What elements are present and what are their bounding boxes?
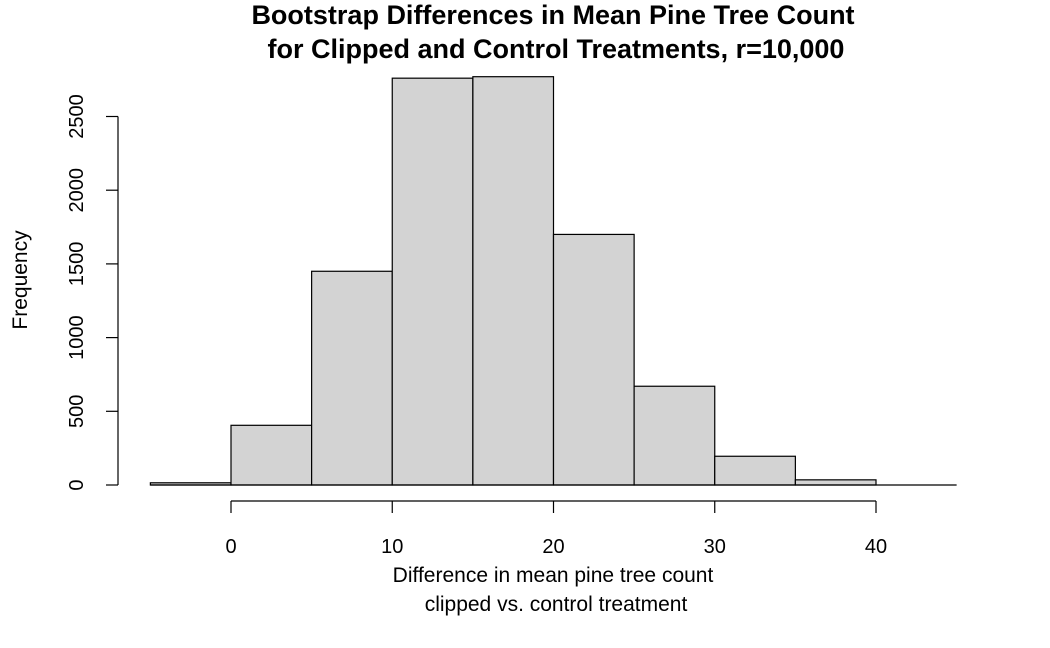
y-tick-label: 0 bbox=[66, 479, 88, 490]
histogram-bar bbox=[552, 233, 635, 486]
x-axis-label-line1: Difference in mean pine tree count bbox=[393, 564, 714, 587]
histogram-bar bbox=[472, 76, 555, 486]
y-axis-label: Frequency bbox=[9, 230, 32, 330]
bars-group bbox=[149, 76, 877, 486]
x-tick-label: 0 bbox=[225, 536, 236, 558]
y-tick-label: 2500 bbox=[66, 94, 88, 139]
histogram-bar bbox=[633, 385, 716, 486]
histogram-bar bbox=[794, 479, 877, 486]
x-tick-label: 40 bbox=[865, 536, 887, 558]
x-tick-label: 30 bbox=[704, 536, 726, 558]
y-tick-label: 1000 bbox=[66, 315, 88, 360]
chart-title-line2: for Clipped and Control Treatments, r=10… bbox=[268, 34, 845, 64]
histogram-bar bbox=[714, 455, 796, 486]
x-axis-label-line2: clipped vs. control treatment bbox=[425, 593, 688, 616]
y-tick-label: 500 bbox=[66, 395, 88, 428]
histogram-bar bbox=[391, 77, 474, 486]
chart-title-line1: Bootstrap Differences in Mean Pine Tree … bbox=[251, 0, 854, 30]
histogram-bar bbox=[311, 270, 393, 486]
y-tick-label: 2000 bbox=[66, 168, 88, 213]
x-tick-label: 10 bbox=[381, 536, 403, 558]
x-tick-label: 20 bbox=[542, 536, 564, 558]
y-tick-label: 1500 bbox=[66, 242, 88, 287]
y-axis: 0 500 1000 1500 2000 2500 bbox=[66, 94, 119, 491]
histogram-bar bbox=[230, 424, 313, 486]
x-axis: 0 10 20 30 40 bbox=[225, 500, 887, 558]
